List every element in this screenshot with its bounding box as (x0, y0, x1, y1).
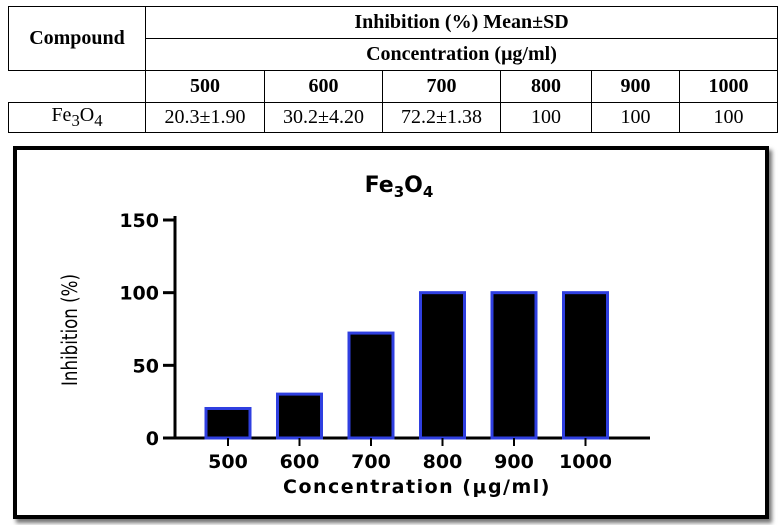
x-tick-label: 500 (208, 451, 248, 473)
results-table: Compound Inhibition (%) Mean±SD Concentr… (8, 6, 778, 133)
compound-formula-base: O (79, 104, 95, 126)
value-cell: 100 (679, 102, 778, 133)
compound-header: Compound (8, 6, 146, 71)
chart-title-base: O (404, 173, 423, 198)
chart-title-base: Fe (365, 173, 394, 198)
x-axis-label: Concentration (μg/ml) (283, 476, 551, 498)
concentration-col-header: 900 (591, 70, 680, 103)
x-tick-label: 900 (494, 451, 534, 473)
value-cell: 72.2±1.38 (382, 102, 501, 133)
bars (204, 291, 609, 440)
concentration-col-header: 1000 (679, 70, 778, 103)
concentration-col-header: 500 (145, 70, 265, 103)
chart-title-subscript: 3 (394, 183, 404, 201)
value-cell: 20.3±1.90 (145, 102, 265, 133)
bar (276, 392, 323, 440)
bar (562, 291, 609, 440)
value-cell: 30.2±4.20 (264, 102, 383, 133)
compound-name-cell: Fe3O4 (8, 102, 146, 133)
y-tick-label: 0 (146, 428, 159, 450)
chart-title: Fe3O4 (365, 173, 434, 201)
value-cell: 100 (591, 102, 680, 133)
concentration-col-header: 800 (500, 70, 592, 103)
x-tick-label: 700 (351, 451, 391, 473)
concentration-col-header: 600 (264, 70, 383, 103)
chart-frame: Fe3O4 0 50 100 150 500 600 700 800 900 1000 Inhi… (13, 146, 769, 519)
x-tick-label: 600 (280, 451, 320, 473)
concentration-col-header: 700 (382, 70, 501, 103)
x-tick-label: 1000 (559, 451, 612, 473)
x-ticks: 500 600 700 800 900 1000 (208, 438, 612, 473)
concentration-header: Concentration (μg/ml) (145, 38, 778, 71)
bar (347, 331, 395, 440)
value-cell: 100 (500, 102, 592, 133)
bar (204, 406, 252, 440)
bar-chart: Fe3O4 0 50 100 150 500 600 700 800 900 1000 Inhi… (58, 173, 650, 498)
empty-header-cell (8, 70, 146, 103)
y-tick-label: 50 (133, 355, 159, 377)
y-tick-label: 100 (119, 283, 159, 305)
y-ticks: 0 50 100 150 (119, 210, 175, 450)
y-axis-label: Inhibition (%) (58, 274, 82, 386)
chart-title-subscript: 4 (423, 183, 433, 201)
compound-formula-subscript: 4 (94, 111, 103, 130)
compound-formula-subscript: 3 (71, 111, 80, 130)
x-tick-label: 800 (423, 451, 463, 473)
compound-formula-base: Fe (51, 104, 72, 126)
y-tick-label: 150 (119, 210, 159, 232)
table-row: Fe3O4 20.3±1.90 30.2±4.20 72.2±1.38 100 … (8, 102, 778, 133)
bar (490, 291, 538, 440)
bar (419, 291, 466, 440)
inhibition-header: Inhibition (%) Mean±SD (145, 6, 778, 39)
